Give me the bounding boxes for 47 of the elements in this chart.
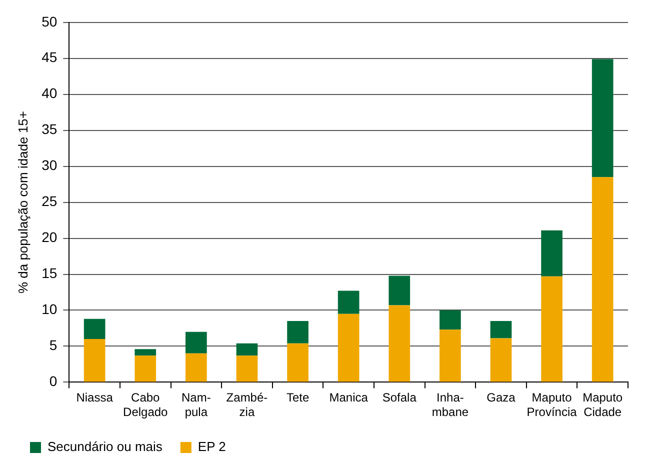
legend-label: EP 2 xyxy=(198,439,226,454)
y-tick-label: 30 xyxy=(42,157,58,174)
bar xyxy=(134,349,156,356)
bar xyxy=(338,290,360,314)
bar xyxy=(338,314,360,382)
bar xyxy=(440,310,461,330)
x-tick-label: Cabo Delgado xyxy=(123,390,168,420)
bar xyxy=(440,330,461,382)
bar xyxy=(236,343,258,356)
y-tick-label: 10 xyxy=(42,301,58,318)
x-tick-label: Zambé- zia xyxy=(226,390,268,420)
x-tick-label: Maputo Província xyxy=(526,390,578,420)
bar xyxy=(287,321,308,344)
x-tick-label: Nam- pula xyxy=(182,390,211,420)
bar xyxy=(84,339,106,382)
bar xyxy=(84,318,106,340)
bar xyxy=(287,343,308,382)
bar xyxy=(186,353,207,382)
bar xyxy=(592,177,614,382)
bar xyxy=(134,356,156,382)
bar xyxy=(490,321,512,338)
x-tick-label: Inha- mbane xyxy=(432,390,469,420)
bar xyxy=(236,356,258,382)
bar xyxy=(490,338,512,382)
y-axis-title: % da população com idade 15+ xyxy=(15,111,30,294)
y-tick-label: 40 xyxy=(42,85,58,102)
y-tick-label: 45 xyxy=(42,49,58,66)
x-tick-label: Sofala xyxy=(382,390,417,405)
y-tick-label: 35 xyxy=(42,121,58,138)
bar xyxy=(388,305,410,382)
x-tick-label: Gaza xyxy=(486,390,516,405)
y-tick-label: 5 xyxy=(49,337,58,354)
x-tick-label: Manica xyxy=(329,390,368,405)
x-tick-label: Niassa xyxy=(76,390,114,405)
bar xyxy=(541,230,562,276)
legend-label: Secundário ou mais xyxy=(48,439,163,454)
y-tick-label: 25 xyxy=(42,193,58,210)
y-tick-label: 15 xyxy=(42,265,58,282)
y-tick-label: 20 xyxy=(42,229,58,246)
bar xyxy=(186,332,207,354)
y-tick-label: 50 xyxy=(42,13,58,30)
x-tick-label: Maputo Cidade xyxy=(582,390,623,420)
bar xyxy=(541,276,562,382)
bar xyxy=(592,59,614,178)
y-tick-label: 0 xyxy=(49,373,58,390)
bar xyxy=(388,276,410,306)
x-tick-label: Tete xyxy=(286,390,310,405)
